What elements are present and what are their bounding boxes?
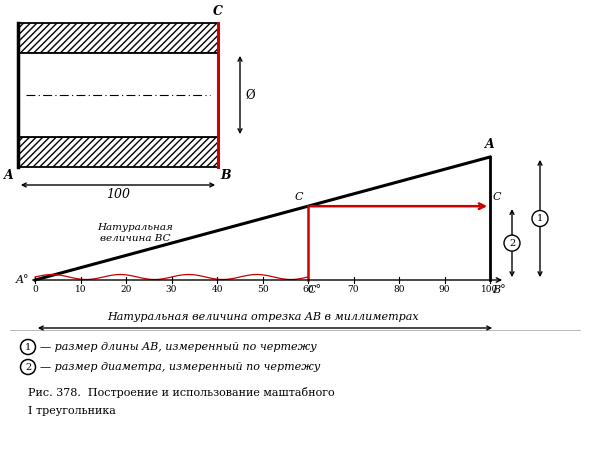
Text: Рис. 378.  Построение и использование маштабного: Рис. 378. Построение и использование маш… [28, 388, 335, 399]
Text: 40: 40 [211, 285, 223, 294]
Text: 2: 2 [25, 362, 31, 371]
Text: Натуральная
величина BC: Натуральная величина BC [97, 223, 173, 243]
Circle shape [532, 210, 548, 227]
Text: 1: 1 [25, 342, 31, 352]
Text: Натуральная величина отрезка AB в миллиметрах: Натуральная величина отрезка AB в миллим… [107, 312, 418, 322]
Text: 1: 1 [537, 214, 543, 223]
Text: 20: 20 [120, 285, 132, 294]
Text: A: A [485, 138, 495, 151]
Text: 30: 30 [166, 285, 177, 294]
Text: B°: B° [492, 285, 506, 295]
Text: I треугольника: I треугольника [28, 406, 116, 416]
Text: 100: 100 [482, 285, 498, 294]
Text: C°: C° [308, 285, 322, 295]
Text: 60: 60 [302, 285, 314, 294]
Polygon shape [18, 137, 218, 167]
Text: B: B [220, 169, 231, 182]
Circle shape [20, 360, 35, 374]
Text: 10: 10 [75, 285, 86, 294]
Text: 50: 50 [257, 285, 268, 294]
Text: 100: 100 [106, 188, 130, 201]
Text: A: A [4, 169, 14, 182]
Text: 0: 0 [32, 285, 38, 294]
Polygon shape [18, 53, 218, 137]
Text: 80: 80 [394, 285, 405, 294]
Circle shape [20, 340, 35, 354]
Circle shape [504, 235, 520, 251]
Text: A°: A° [16, 275, 29, 285]
Text: 90: 90 [438, 285, 450, 294]
Text: — размер диаметра, измеренный по чертежу: — размер диаметра, измеренный по чертежу [40, 362, 320, 372]
Text: 70: 70 [348, 285, 359, 294]
Text: Ø: Ø [245, 88, 255, 102]
Text: C: C [295, 192, 303, 202]
Text: 2: 2 [509, 238, 515, 247]
Text: C: C [213, 5, 223, 18]
Polygon shape [18, 23, 218, 53]
Text: C: C [493, 192, 501, 202]
Text: — размер длины AB, измеренный по чертежу: — размер длины AB, измеренный по чертежу [40, 342, 317, 352]
